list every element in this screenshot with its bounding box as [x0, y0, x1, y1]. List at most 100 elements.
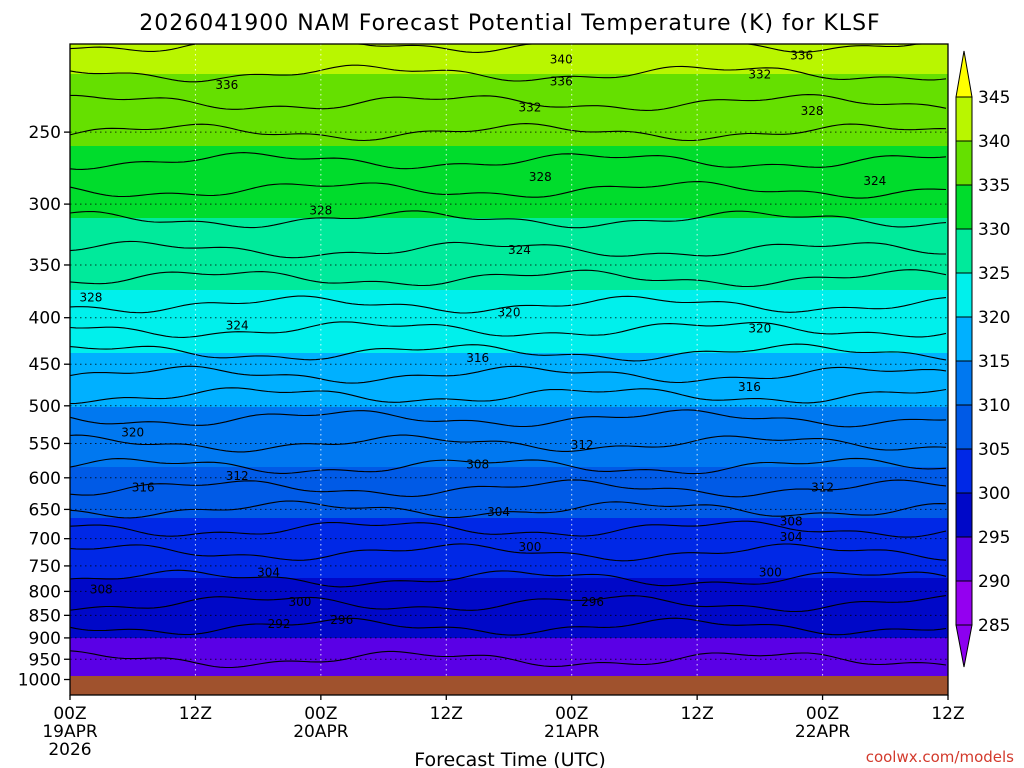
- theta-band: [70, 263, 948, 267]
- theta-band: [70, 332, 948, 336]
- theta-band: [70, 410, 948, 414]
- contour-label: 304: [257, 566, 280, 580]
- theta-band: [70, 608, 948, 612]
- theta-band: [70, 161, 948, 165]
- theta-band: [70, 89, 948, 93]
- theta-band: [70, 413, 948, 417]
- contour-line: [69, 569, 947, 588]
- theta-band: [70, 104, 948, 108]
- y-tick-label: 550: [29, 434, 61, 454]
- contour-line: [69, 409, 947, 428]
- theta-band: [70, 71, 948, 75]
- colorbar-swatch: [955, 140, 973, 186]
- colorbar-label: 290: [978, 572, 1010, 592]
- theta-band: [70, 497, 948, 501]
- theta-band: [70, 647, 948, 651]
- theta-band: [70, 416, 948, 420]
- theta-band: [70, 554, 948, 558]
- contour-line: [69, 295, 947, 314]
- x-tick-date: 22APR: [795, 722, 851, 742]
- theta-band: [70, 242, 948, 246]
- colorbar-swatch: [955, 272, 973, 318]
- theta-band: [70, 278, 948, 282]
- colorbar-swatch: [955, 580, 973, 626]
- theta-band: [70, 536, 948, 540]
- theta-band: [70, 269, 948, 273]
- colorbar-label: 325: [978, 264, 1010, 284]
- theta-band: [70, 551, 948, 555]
- theta-band: [70, 542, 948, 546]
- theta-band: [70, 467, 948, 471]
- y-tick-label: 700: [29, 530, 61, 550]
- theta-band: [70, 53, 948, 57]
- theta-band: [70, 338, 948, 342]
- x-tick-date: 21APR: [544, 722, 600, 742]
- theta-band: [70, 206, 948, 210]
- theta-band: [70, 581, 948, 585]
- theta-band: [70, 491, 948, 495]
- theta-band: [70, 632, 948, 636]
- y-tick-label: 250: [29, 123, 61, 143]
- theta-band: [70, 527, 948, 531]
- theta-band: [70, 218, 948, 222]
- theta-band: [70, 284, 948, 288]
- contour-label: 324: [863, 174, 886, 188]
- theta-band: [70, 131, 948, 135]
- colorbar-label: 295: [978, 528, 1010, 548]
- theta-band: [70, 44, 948, 48]
- theta-band: [70, 482, 948, 486]
- theta-band: [70, 260, 948, 264]
- theta-band: [70, 626, 948, 630]
- x-tick-label: 12Z: [179, 704, 212, 724]
- theta-band: [70, 539, 948, 543]
- theta-band: [70, 314, 948, 318]
- x-tick-label: 12Z: [681, 704, 714, 724]
- theta-band: [70, 674, 948, 678]
- theta-band: [70, 635, 948, 639]
- colorbar-swatch: [955, 536, 973, 582]
- theta-band: [70, 158, 948, 162]
- x-tick-year: 2026: [48, 740, 91, 760]
- credit-link[interactable]: coolwx.com/models: [866, 748, 1014, 766]
- theta-band: [70, 341, 948, 345]
- theta-band: [70, 638, 948, 642]
- theta-band: [70, 380, 948, 384]
- theta-band: [70, 584, 948, 588]
- theta-band: [70, 377, 948, 381]
- theta-band: [70, 521, 948, 525]
- theta-band: [70, 350, 948, 354]
- contour-label: 312: [226, 469, 249, 483]
- contour-line: [69, 457, 947, 475]
- theta-band: [70, 164, 948, 168]
- contour-label: 300: [288, 595, 311, 609]
- contour-line: [69, 152, 947, 170]
- contour-label: 328: [529, 170, 552, 184]
- theta-band: [70, 590, 948, 594]
- theta-band: [70, 146, 948, 150]
- chart-title: 2026041900 NAM Forecast Potential Temper…: [139, 11, 880, 36]
- contour-label: 292: [268, 617, 291, 631]
- theta-band: [70, 362, 948, 366]
- theta-band: [70, 671, 948, 675]
- theta-band: [70, 620, 948, 624]
- theta-band: [70, 308, 948, 312]
- theta-band: [70, 575, 948, 579]
- theta-band: [70, 530, 948, 534]
- theta-band: [70, 47, 948, 51]
- theta-band: [70, 506, 948, 510]
- grid-vertical: [194, 44, 824, 695]
- x-tick-label: 00Z: [53, 704, 86, 724]
- theta-band: [70, 113, 948, 117]
- y-tick-label: 800: [29, 582, 61, 602]
- theta-band: [70, 224, 948, 228]
- theta-band: [70, 290, 948, 294]
- y-tick-label: 1000: [18, 671, 61, 691]
- y-tick-label: 450: [29, 355, 61, 375]
- theta-band: [70, 356, 948, 360]
- ground-terrain: [70, 676, 948, 695]
- theta-band: [70, 629, 948, 633]
- theta-band: [70, 179, 948, 183]
- theta-band: [70, 425, 948, 429]
- theta-band: [70, 323, 948, 327]
- x-tick-label: 00Z: [555, 704, 588, 724]
